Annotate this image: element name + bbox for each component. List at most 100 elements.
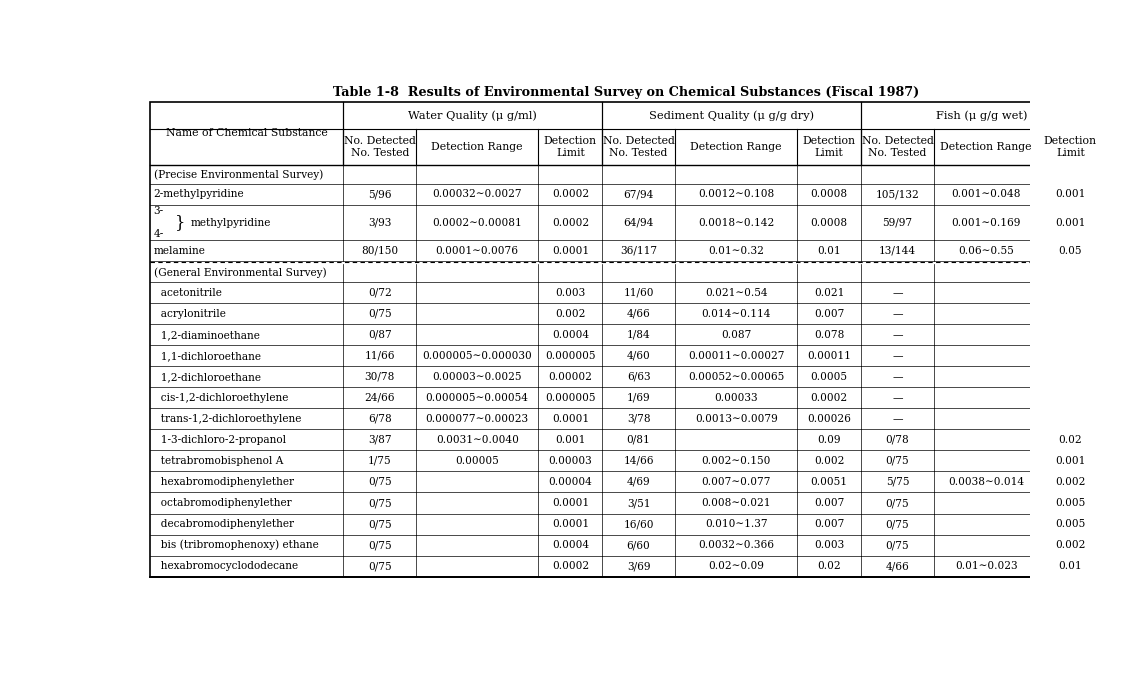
- Text: }: }: [175, 214, 185, 231]
- Text: 0.007∼0.077: 0.007∼0.077: [701, 477, 771, 487]
- Text: 0.0002: 0.0002: [811, 393, 848, 403]
- Text: 0/78: 0/78: [885, 435, 909, 445]
- Text: 0.01: 0.01: [818, 246, 841, 256]
- Text: bis (tribromophenoxy) ethane: bis (tribromophenoxy) ethane: [153, 539, 318, 550]
- Text: 6/63: 6/63: [627, 372, 651, 382]
- Text: 0/75: 0/75: [368, 498, 391, 508]
- Text: 0.005: 0.005: [1055, 498, 1086, 508]
- Text: 0.0008: 0.0008: [811, 218, 848, 228]
- Text: 0.0002: 0.0002: [551, 189, 589, 199]
- Text: 1-3-dichloro-2-propanol: 1-3-dichloro-2-propanol: [153, 435, 286, 445]
- Text: 0.0012∼0.108: 0.0012∼0.108: [698, 189, 774, 199]
- Text: 0.0004: 0.0004: [551, 330, 589, 340]
- Text: 3/69: 3/69: [627, 561, 650, 571]
- Text: 0.000005: 0.000005: [545, 393, 596, 403]
- Text: cis-1,2-dichloroethylene: cis-1,2-dichloroethylene: [153, 393, 288, 403]
- Text: 0/75: 0/75: [368, 519, 391, 529]
- Text: 4/69: 4/69: [627, 477, 651, 487]
- Text: Table 1-8  Results of Environmental Survey on Chemical Substances (Fiscal 1987): Table 1-8 Results of Environmental Surve…: [333, 86, 920, 99]
- Text: (General Environmental Survey): (General Environmental Survey): [153, 268, 326, 278]
- Text: (Precise Environmental Survey): (Precise Environmental Survey): [153, 169, 323, 179]
- Text: 0.000077∼0.00023: 0.000077∼0.00023: [426, 414, 529, 424]
- Text: octabromodiphenylether: octabromodiphenylether: [153, 498, 292, 508]
- Text: 0.001: 0.001: [1055, 189, 1086, 199]
- Text: Detection Range: Detection Range: [690, 142, 781, 152]
- Text: 0.007: 0.007: [815, 309, 844, 319]
- Text: 0.002: 0.002: [555, 309, 586, 319]
- Text: 16/60: 16/60: [623, 519, 654, 529]
- Text: 105/132: 105/132: [875, 189, 920, 199]
- Text: 0.007: 0.007: [815, 498, 844, 508]
- Text: 0/75: 0/75: [885, 498, 909, 508]
- Text: 0.002∼0.150: 0.002∼0.150: [701, 456, 771, 466]
- Text: No. Detected
No. Tested: No. Detected No. Tested: [603, 136, 675, 158]
- Text: 0.0001: 0.0001: [551, 519, 589, 529]
- Text: 5/96: 5/96: [368, 189, 391, 199]
- Text: 0/75: 0/75: [368, 540, 391, 550]
- Text: 0.0005: 0.0005: [811, 372, 848, 382]
- Text: 30/78: 30/78: [365, 372, 395, 382]
- Text: 0.001∼0.169: 0.001∼0.169: [952, 218, 1020, 228]
- Text: 0/75: 0/75: [368, 477, 391, 487]
- Text: 0.001: 0.001: [1055, 456, 1086, 466]
- Text: 24/66: 24/66: [365, 393, 395, 403]
- Text: 5/75: 5/75: [885, 477, 909, 487]
- Text: 0.00003: 0.00003: [548, 456, 593, 466]
- Text: 4/66: 4/66: [885, 561, 909, 571]
- Text: 64/94: 64/94: [623, 218, 654, 228]
- Text: 2-methylpyridine: 2-methylpyridine: [153, 189, 245, 199]
- Text: 0.0002∼0.00081: 0.0002∼0.00081: [432, 218, 522, 228]
- Text: Fish (μ g/g wet): Fish (μ g/g wet): [936, 110, 1027, 121]
- Text: Detection Range: Detection Range: [940, 142, 1032, 152]
- Text: 0.002: 0.002: [1055, 540, 1086, 550]
- Text: 1/84: 1/84: [627, 330, 651, 340]
- Text: 0.02∼0.09: 0.02∼0.09: [708, 561, 764, 571]
- Text: 0.021: 0.021: [815, 288, 844, 298]
- Text: 0.0013∼0.0079: 0.0013∼0.0079: [694, 414, 778, 424]
- Text: 0.078: 0.078: [815, 330, 844, 340]
- Text: 3/87: 3/87: [368, 435, 391, 445]
- Text: 67/94: 67/94: [623, 189, 654, 199]
- Text: 0.02: 0.02: [818, 561, 841, 571]
- Text: 0/75: 0/75: [368, 309, 391, 319]
- Text: 0.0004: 0.0004: [551, 540, 589, 550]
- Text: 1/75: 1/75: [368, 456, 391, 466]
- Text: 6/78: 6/78: [368, 414, 391, 424]
- Text: 0.001: 0.001: [555, 435, 586, 445]
- Text: 3/93: 3/93: [368, 218, 391, 228]
- Text: 1/69: 1/69: [627, 393, 651, 403]
- Text: 0.0008: 0.0008: [811, 189, 848, 199]
- Text: 4/66: 4/66: [627, 309, 651, 319]
- Text: 0.00052∼0.00065: 0.00052∼0.00065: [688, 372, 785, 382]
- Text: 0.0001∼0.0076: 0.0001∼0.0076: [436, 246, 518, 256]
- Text: 0.001: 0.001: [1055, 218, 1086, 228]
- Text: 0.00011∼0.00027: 0.00011∼0.00027: [688, 351, 785, 361]
- Text: Detection
Limit: Detection Limit: [543, 136, 597, 158]
- Text: 0.008∼0.021: 0.008∼0.021: [701, 498, 771, 508]
- Text: 0.0018∼0.142: 0.0018∼0.142: [698, 218, 774, 228]
- Text: Detection
Limit: Detection Limit: [803, 136, 856, 158]
- Text: 14/66: 14/66: [623, 456, 654, 466]
- Text: 0.000005: 0.000005: [545, 351, 596, 361]
- Text: 0.00032∼0.0027: 0.00032∼0.0027: [432, 189, 522, 199]
- Text: trans-1,2-dichloroethylene: trans-1,2-dichloroethylene: [153, 414, 301, 424]
- Text: 0.06∼0.55: 0.06∼0.55: [959, 246, 1014, 256]
- Text: 0.00026: 0.00026: [808, 414, 851, 424]
- Text: —: —: [892, 309, 903, 319]
- Text: 0/75: 0/75: [885, 456, 909, 466]
- Text: 0.00003∼0.0025: 0.00003∼0.0025: [432, 372, 522, 382]
- Text: 0.002: 0.002: [1055, 477, 1086, 487]
- Text: hexabromocyclododecane: hexabromocyclododecane: [153, 561, 297, 571]
- Text: 0.0001: 0.0001: [551, 498, 589, 508]
- Text: 0.021∼0.54: 0.021∼0.54: [705, 288, 768, 298]
- Text: 0.087: 0.087: [721, 330, 752, 340]
- Text: 0.00005: 0.00005: [455, 456, 499, 466]
- Text: 0.01∼0.32: 0.01∼0.32: [708, 246, 764, 256]
- Text: 0.0038∼0.014: 0.0038∼0.014: [948, 477, 1024, 487]
- Text: Sediment Quality (μ g/g dry): Sediment Quality (μ g/g dry): [649, 110, 815, 121]
- Text: 0/81: 0/81: [627, 435, 651, 445]
- Text: 0/75: 0/75: [368, 561, 391, 571]
- Text: 6/60: 6/60: [627, 540, 651, 550]
- Text: 0.09: 0.09: [818, 435, 841, 445]
- Text: 0.01∼0.023: 0.01∼0.023: [955, 561, 1017, 571]
